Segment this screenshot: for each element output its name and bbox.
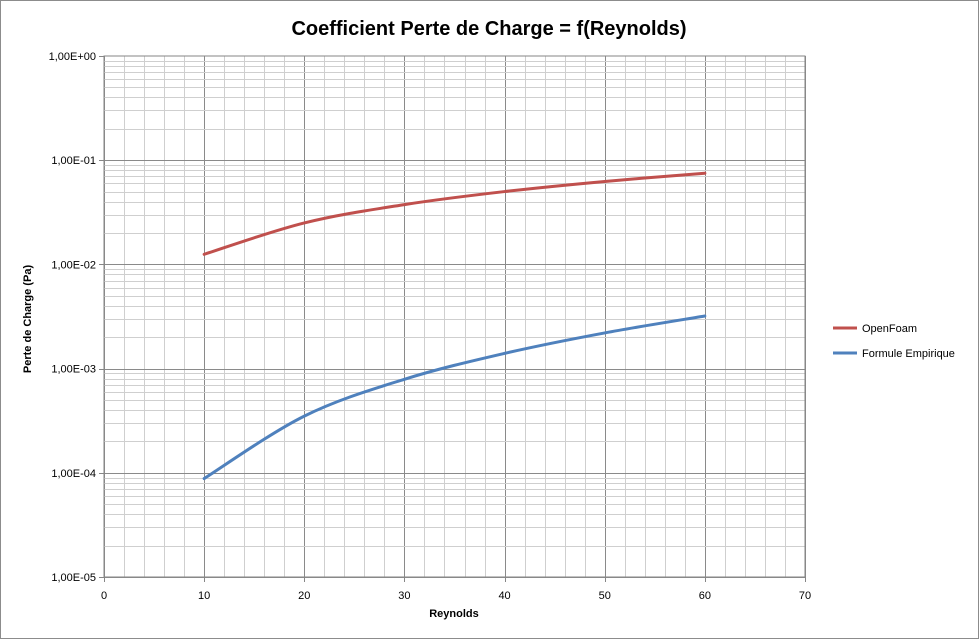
legend: OpenFoam Formule Empirique bbox=[833, 323, 955, 360]
x-tick-label: 30 bbox=[398, 590, 410, 602]
x-tick-label: 20 bbox=[298, 590, 310, 602]
grid bbox=[104, 56, 806, 578]
x-tick-label: 0 bbox=[101, 590, 107, 602]
x-tick-label: 40 bbox=[498, 590, 510, 602]
x-tick-label: 50 bbox=[599, 590, 611, 602]
y-tick-label: 1,00E-01 bbox=[51, 155, 96, 167]
x-tick-label: 70 bbox=[799, 590, 811, 602]
chart-title: Coefficient Perte de Charge = f(Reynolds… bbox=[291, 18, 686, 40]
plot-area-border bbox=[103, 55, 806, 578]
y-tick-label: 1,00E-05 bbox=[51, 572, 96, 584]
y-axis-title: Perte de Charge (Pa) bbox=[22, 265, 34, 374]
series-line-2 bbox=[202, 314, 707, 481]
legend-label: Formule Empirique bbox=[862, 348, 955, 360]
y-tick-label: 1,00E-03 bbox=[51, 364, 96, 376]
y-axis-tick-labels: 1,00E-05 1,00E-04 1,00E-03 1,00E-02 1,00E-01… bbox=[49, 51, 104, 584]
x-axis-title: Reynolds bbox=[429, 608, 479, 620]
x-axis-tick-labels: 0 10 20 30 40 50 60 70 bbox=[101, 577, 811, 602]
series-lines bbox=[202, 171, 707, 481]
y-tick-label: 1,00E-02 bbox=[51, 259, 96, 271]
x-tick-label: 10 bbox=[198, 590, 210, 602]
series-line-1 bbox=[202, 171, 707, 256]
legend-label: OpenFoam bbox=[862, 323, 917, 335]
y-tick-label: 1,00E+00 bbox=[49, 51, 96, 63]
x-tick-label: 60 bbox=[699, 590, 711, 602]
y-tick-label: 1,00E-04 bbox=[51, 468, 96, 480]
